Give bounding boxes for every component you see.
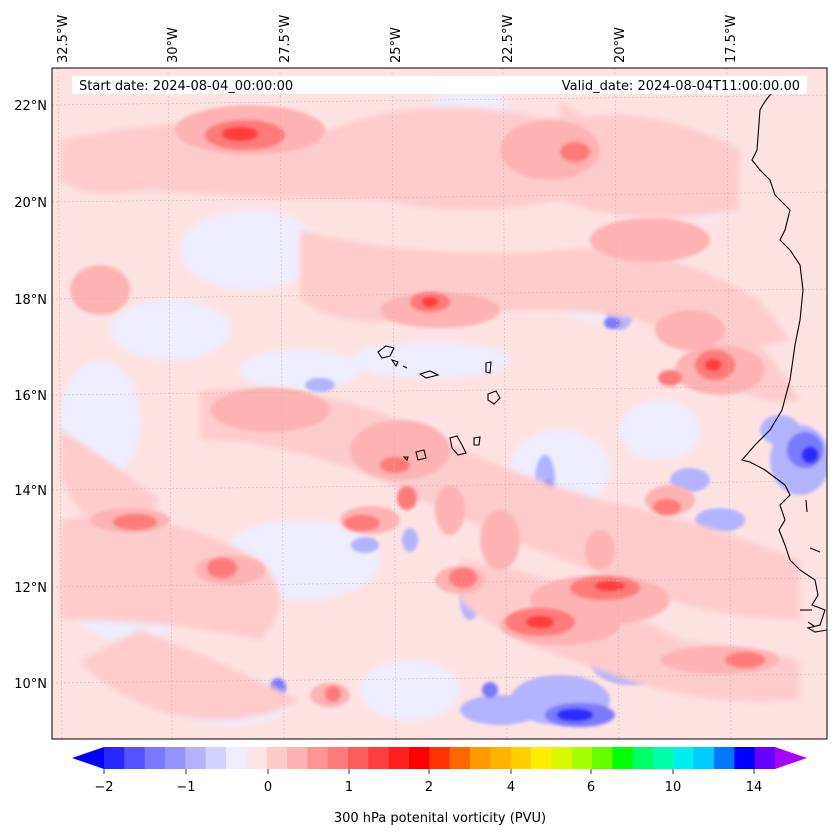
pv-field bbox=[60, 90, 827, 727]
colorbar-cell bbox=[693, 747, 715, 769]
pv-high-positive bbox=[113, 120, 765, 702]
colorbar-cell bbox=[246, 747, 268, 769]
island-sal bbox=[485, 361, 492, 374]
colorbar-cell bbox=[470, 747, 491, 769]
colorbar: −2 −1 0 1 2 4 6 10 14 300 hPa potenital … bbox=[72, 747, 807, 826]
colorbar-cell bbox=[754, 747, 776, 769]
colorbar-cell bbox=[185, 747, 207, 769]
colorbar-cells bbox=[104, 747, 776, 769]
colorbar-cell bbox=[734, 747, 756, 769]
colorbar-cell bbox=[490, 747, 512, 769]
colorbar-tick-label: 14 bbox=[746, 780, 763, 795]
colorbar-cell bbox=[714, 747, 735, 769]
colorbar-tick-label: 10 bbox=[665, 780, 682, 795]
africa-coastline bbox=[740, 79, 827, 633]
colorbar-cell bbox=[205, 747, 227, 769]
island-boa-vista bbox=[487, 390, 501, 405]
colorbar-tick-label: 1 bbox=[345, 780, 353, 795]
colorbar-cell bbox=[510, 747, 532, 769]
colorbar-tick-label: 6 bbox=[587, 780, 595, 795]
colorbar-cell bbox=[612, 747, 634, 769]
island-maio bbox=[473, 436, 481, 446]
lon-label: 22.5°W bbox=[501, 15, 516, 63]
cape-verde-islands bbox=[377, 345, 501, 462]
colorbar-cell bbox=[592, 747, 613, 769]
colorbar-cell bbox=[327, 747, 349, 769]
colorbar-cell bbox=[307, 747, 329, 769]
header-box bbox=[72, 76, 807, 94]
lat-label: 10°N bbox=[14, 677, 47, 692]
colorbar-cell bbox=[287, 747, 308, 769]
colorbar-cell bbox=[551, 747, 573, 769]
lon-label: 25°W bbox=[389, 27, 404, 63]
lon-label: 32.5°W bbox=[56, 15, 71, 63]
lat-label: 14°N bbox=[14, 484, 47, 499]
colorbar-cell bbox=[226, 747, 247, 769]
colorbar-cell bbox=[653, 747, 674, 769]
colorbar-cell bbox=[571, 747, 593, 769]
lon-label: 30°W bbox=[166, 27, 181, 63]
colorbar-tick-label: 2 bbox=[425, 780, 433, 795]
start-date-label: Start date: 2024-08-04_00:00:00 bbox=[79, 79, 293, 94]
lat-label: 12°N bbox=[14, 581, 47, 596]
island-sao-vicente bbox=[390, 358, 399, 368]
lon-label: 17.5°W bbox=[724, 15, 739, 63]
colorbar-ticks bbox=[103, 769, 755, 774]
colorbar-tick-label: 4 bbox=[507, 780, 515, 795]
map-frame bbox=[51, 67, 828, 740]
island-santa-luzia bbox=[402, 365, 408, 369]
colorbar-cell bbox=[124, 747, 146, 769]
lat-label: 22°N bbox=[14, 99, 47, 114]
colorbar-cell bbox=[348, 747, 369, 769]
colorbar-cell bbox=[144, 747, 166, 769]
colorbar-cell bbox=[104, 747, 125, 769]
colorbar-cell bbox=[266, 747, 288, 769]
colorbar-tick-label: −1 bbox=[176, 780, 195, 795]
colorbar-cell bbox=[368, 747, 390, 769]
coastlines bbox=[740, 79, 827, 633]
colorbar-cell bbox=[673, 747, 695, 769]
lat-label: 16°N bbox=[14, 389, 47, 404]
colorbar-cell bbox=[632, 747, 654, 769]
colorbar-cell bbox=[449, 747, 471, 769]
island-santo-antao bbox=[377, 345, 395, 359]
lat-label: 18°N bbox=[14, 293, 47, 308]
colorbar-tick-label: −2 bbox=[94, 780, 113, 795]
colorbar-tick-label: 0 bbox=[264, 780, 272, 795]
lon-label: 27.5°W bbox=[278, 15, 293, 63]
colorbar-max-arrow bbox=[775, 747, 807, 769]
pv-min-negative bbox=[557, 447, 818, 721]
longitude-labels: 32.5°W 30°W 27.5°W 25°W 22.5°W 20°W 17.5… bbox=[56, 15, 739, 63]
latitude-labels: 22°N 20°N 18°N 16°N 14°N 12°N 10°N bbox=[14, 99, 47, 692]
island-fogo bbox=[415, 449, 427, 461]
colorbar-cell bbox=[429, 747, 451, 769]
colorbar-cell bbox=[409, 747, 430, 769]
colorbar-cell bbox=[531, 747, 552, 769]
colorbar-cell bbox=[388, 747, 410, 769]
colorbar-title: 300 hPa potenital vorticity (PVU) bbox=[334, 811, 546, 826]
island-sao-nicolau bbox=[418, 370, 440, 379]
valid-date-label: Valid_date: 2024-08-04T11:00:00.00 bbox=[562, 79, 800, 94]
island-santiago bbox=[449, 435, 467, 456]
lat-label: 20°N bbox=[14, 196, 47, 211]
graticule bbox=[52, 68, 827, 739]
colorbar-cell bbox=[165, 747, 186, 769]
colorbar-min-arrow bbox=[72, 747, 104, 769]
island-brava bbox=[402, 456, 409, 462]
lon-label: 20°W bbox=[613, 27, 628, 63]
pv-max-positive bbox=[222, 127, 721, 628]
colorbar-tick-labels: −2 −1 0 1 2 4 6 10 14 bbox=[94, 780, 762, 795]
map-panel: Start date: 2024-08-04_00:00:00 Valid_da… bbox=[51, 67, 828, 740]
